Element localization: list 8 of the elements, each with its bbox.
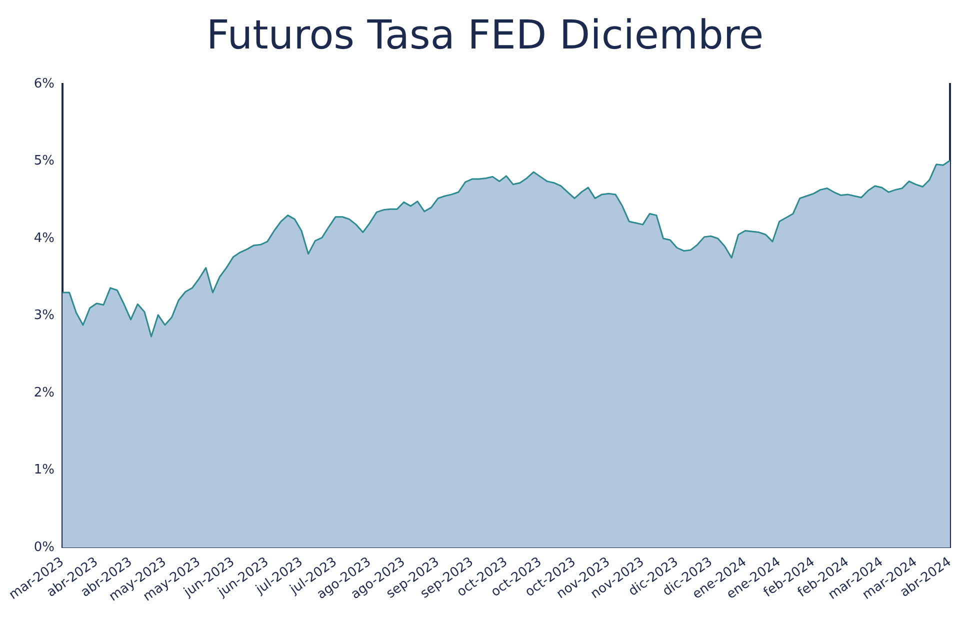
y-tick-label: 6% xyxy=(34,76,55,92)
y-tick-label: 2% xyxy=(34,385,55,400)
y-tick-label: 5% xyxy=(34,154,55,169)
y-tick-label: 0% xyxy=(34,540,55,555)
chart-title: Futuros Tasa FED Diciembre xyxy=(206,12,764,58)
y-tick-label: 3% xyxy=(34,308,55,324)
y-tick-label: 4% xyxy=(34,230,55,246)
y-tick-label: 1% xyxy=(34,462,55,478)
